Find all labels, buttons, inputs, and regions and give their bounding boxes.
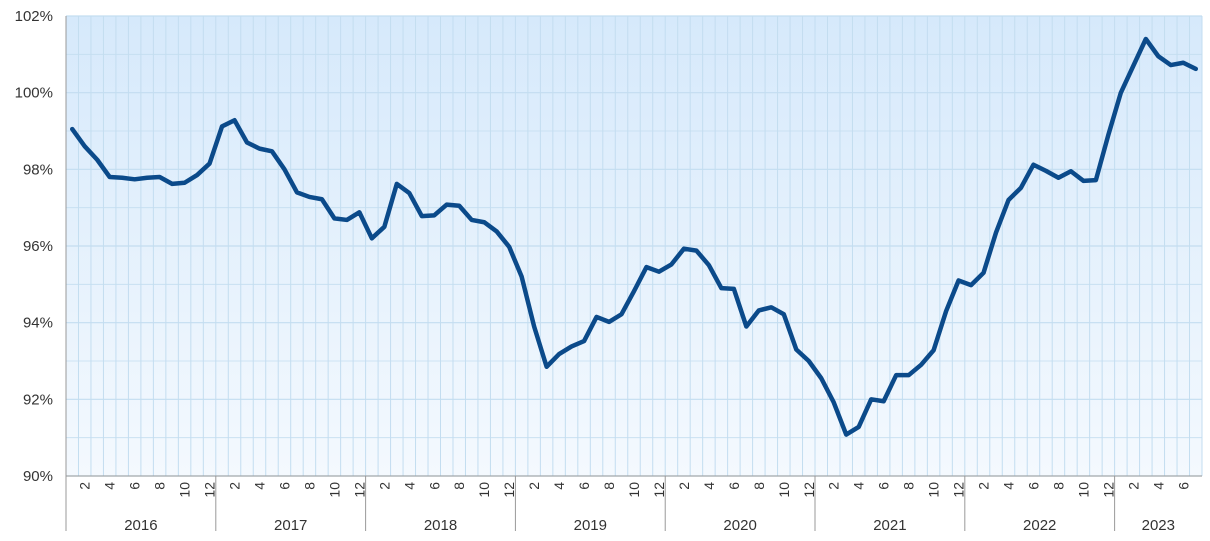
x-month-tick-label: 8	[301, 482, 317, 490]
x-month-tick-label: 6	[576, 482, 592, 490]
x-year-label: 2016	[124, 517, 157, 534]
x-month-tick-label: 10	[776, 482, 792, 498]
x-month-tick-label: 4	[701, 482, 717, 490]
x-month-tick-label: 6	[276, 482, 292, 490]
y-tick-label: 96%	[23, 238, 53, 255]
x-month-tick-label: 4	[1001, 482, 1017, 490]
x-month-tick-label: 2	[526, 482, 542, 490]
x-month-tick-label: 2	[77, 482, 93, 490]
x-month-tick-label: 2	[826, 482, 842, 490]
x-month-tick-label: 12	[951, 482, 967, 498]
x-axis-ticks: 2 4 6 8 10 12 2 4 6 8 10 12 2 4 6 8 10 12 2 4 6 8 10 12 2 4 6 8 10 12…	[77, 476, 1191, 534]
x-month-tick-label: 12	[351, 482, 367, 498]
x-month-tick-label: 2	[376, 482, 392, 490]
x-month-tick-label: 12	[801, 482, 817, 498]
x-year-label: 2020	[723, 517, 756, 534]
x-month-tick-label: 2	[227, 482, 243, 490]
x-month-tick-label: 4	[551, 482, 567, 490]
x-month-tick-label: 4	[251, 482, 267, 490]
x-month-tick-label: 8	[1050, 482, 1066, 490]
y-tick-label: 98%	[23, 161, 53, 178]
x-month-tick-label: 2	[976, 482, 992, 490]
y-tick-label: 100%	[15, 85, 53, 102]
x-month-tick-label: 8	[901, 482, 917, 490]
x-month-tick-label: 6	[426, 482, 442, 490]
x-year-label: 2023	[1142, 517, 1175, 534]
y-tick-label: 92%	[23, 391, 53, 408]
x-month-tick-label: 8	[601, 482, 617, 490]
x-year-label: 2019	[574, 517, 607, 534]
y-tick-label: 94%	[23, 315, 53, 332]
x-month-tick-label: 10	[926, 482, 942, 498]
x-month-tick-label: 2	[676, 482, 692, 490]
x-month-tick-label: 8	[751, 482, 767, 490]
x-month-tick-label: 6	[876, 482, 892, 490]
x-month-tick-label: 12	[501, 482, 517, 498]
y-tick-label: 102%	[15, 8, 53, 25]
x-month-tick-label: 6	[127, 482, 143, 490]
x-month-tick-label: 10	[326, 482, 342, 498]
x-month-tick-label: 8	[152, 482, 168, 490]
axes	[65, 16, 1203, 531]
x-year-label: 2021	[873, 517, 906, 534]
x-year-label: 2017	[274, 517, 307, 534]
x-month-tick-label: 4	[1150, 482, 1166, 490]
y-axis-ticks: 90% 92% 94% 96% 98% 100% 102%	[15, 8, 53, 485]
x-month-tick-label: 12	[1100, 482, 1116, 498]
x-month-tick-label: 6	[1175, 482, 1191, 490]
x-month-tick-label: 10	[626, 482, 642, 498]
x-month-tick-label: 10	[1075, 482, 1091, 498]
y-tick-label: 90%	[23, 468, 53, 485]
gridlines	[66, 15, 1202, 477]
x-month-tick-label: 10	[476, 482, 492, 498]
x-year-label: 2022	[1023, 517, 1056, 534]
x-month-tick-label: 6	[726, 482, 742, 490]
x-month-tick-label: 8	[451, 482, 467, 490]
x-year-label: 2018	[424, 517, 457, 534]
x-month-tick-label: 4	[851, 482, 867, 490]
x-month-tick-label: 4	[401, 482, 417, 490]
x-month-tick-label: 4	[102, 482, 118, 490]
x-month-tick-label: 6	[1025, 482, 1041, 490]
x-month-tick-label: 2	[1125, 482, 1141, 490]
x-month-tick-label: 12	[202, 482, 218, 498]
x-month-tick-label: 10	[177, 482, 193, 498]
x-month-tick-label: 12	[651, 482, 667, 498]
series-layer	[69, 36, 1199, 437]
